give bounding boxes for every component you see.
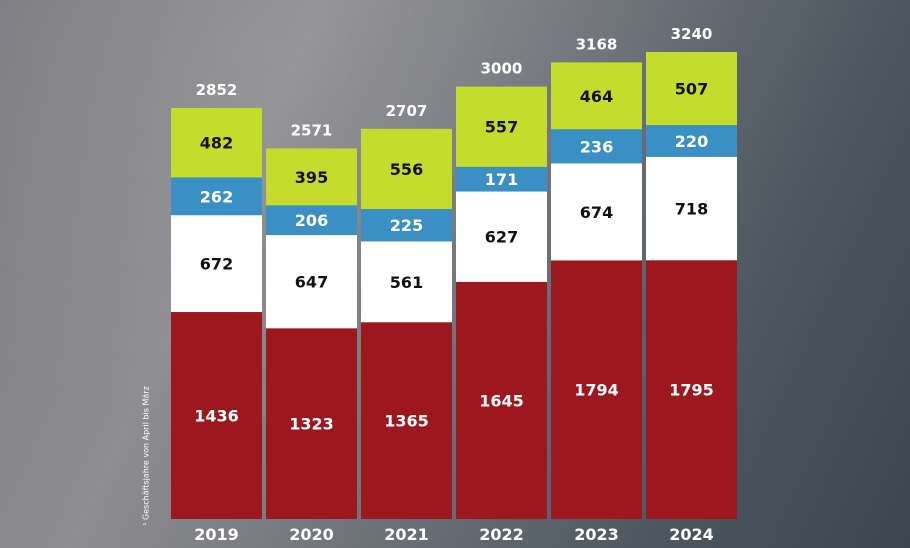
year-label-2021: 2021 (384, 525, 429, 544)
white-segment-value-2023: 674 (580, 203, 613, 222)
green-segment-value-2024: 507 (675, 80, 708, 99)
green-segment-2020 (266, 148, 357, 206)
red-segment-2021 (361, 322, 452, 519)
footnote: ¹ Geschäftsjahre von April bis März (141, 386, 151, 526)
white-segment-value-2021: 561 (390, 273, 423, 292)
total-label-2019: 2852 (196, 81, 238, 99)
total-label-2023: 3168 (576, 35, 618, 53)
blue-segment-2021 (361, 208, 452, 242)
green-segment-value-2023: 464 (580, 87, 613, 106)
green-segment-2024 (646, 52, 737, 126)
blue-segment-value-2019: 262 (200, 187, 233, 206)
blue-segment-2023 (551, 129, 642, 164)
white-segment-2024 (646, 156, 737, 261)
blue-segment-value-2022: 171 (485, 170, 518, 189)
red-segment-2022 (456, 281, 547, 519)
blue-segment-value-2024: 220 (675, 132, 708, 151)
red-segment-2019 (171, 312, 262, 519)
green-segment-value-2020: 395 (295, 168, 328, 187)
green-segment-2019 (171, 107, 262, 178)
red-segment-value-2019: 1436 (194, 407, 239, 426)
green-segment-2023 (551, 62, 642, 130)
red-segment-value-2024: 1795 (669, 381, 714, 400)
white-segment-value-2024: 718 (675, 200, 708, 219)
red-segment-value-2023: 1794 (574, 381, 619, 400)
total-label-2021: 2707 (386, 102, 428, 120)
red-segment-value-2021: 1365 (384, 412, 429, 431)
blue-segment-2024 (646, 125, 737, 157)
green-segment-2022 (456, 86, 547, 167)
blue-segment-2020 (266, 205, 357, 236)
white-segment-value-2022: 627 (485, 228, 518, 247)
year-label-2020: 2020 (289, 525, 334, 544)
red-segment-2023 (551, 260, 642, 519)
green-segment-2021 (361, 128, 452, 209)
total-label-2022: 3000 (481, 60, 523, 78)
red-segment-2024 (646, 260, 737, 519)
year-label-2022: 2022 (479, 525, 524, 544)
green-segment-value-2021: 556 (390, 160, 423, 179)
blue-segment-value-2021: 225 (390, 216, 423, 235)
blue-segment-value-2020: 206 (295, 211, 328, 230)
red-segment-value-2022: 1645 (479, 391, 524, 410)
white-segment-2019 (171, 215, 262, 313)
blue-segment-2022 (456, 166, 547, 192)
white-segment-2023 (551, 163, 642, 261)
blue-segment-value-2023: 236 (580, 137, 613, 156)
blue-segment-2019 (171, 177, 262, 216)
green-segment-value-2022: 557 (485, 118, 518, 137)
white-segment-2022 (456, 191, 547, 282)
year-label-2019: 2019 (194, 525, 239, 544)
white-segment-2021 (361, 241, 452, 323)
total-label-2020: 2571 (291, 121, 333, 139)
green-segment-value-2019: 482 (200, 134, 233, 153)
year-label-2024: 2024 (669, 525, 714, 544)
red-segment-value-2020: 1323 (289, 415, 334, 434)
bars-layer (171, 52, 737, 519)
red-segment-2020 (266, 328, 357, 519)
total-label-2024: 3240 (671, 25, 713, 43)
labels-layer: 1436 672 262 482 2852 2019 1323 647 206 395 2571 20… (194, 25, 714, 544)
white-segment-2020 (266, 235, 357, 329)
white-segment-value-2020: 647 (295, 273, 328, 292)
white-segment-value-2019: 672 (200, 255, 233, 274)
year-label-2023: 2023 (574, 525, 619, 544)
